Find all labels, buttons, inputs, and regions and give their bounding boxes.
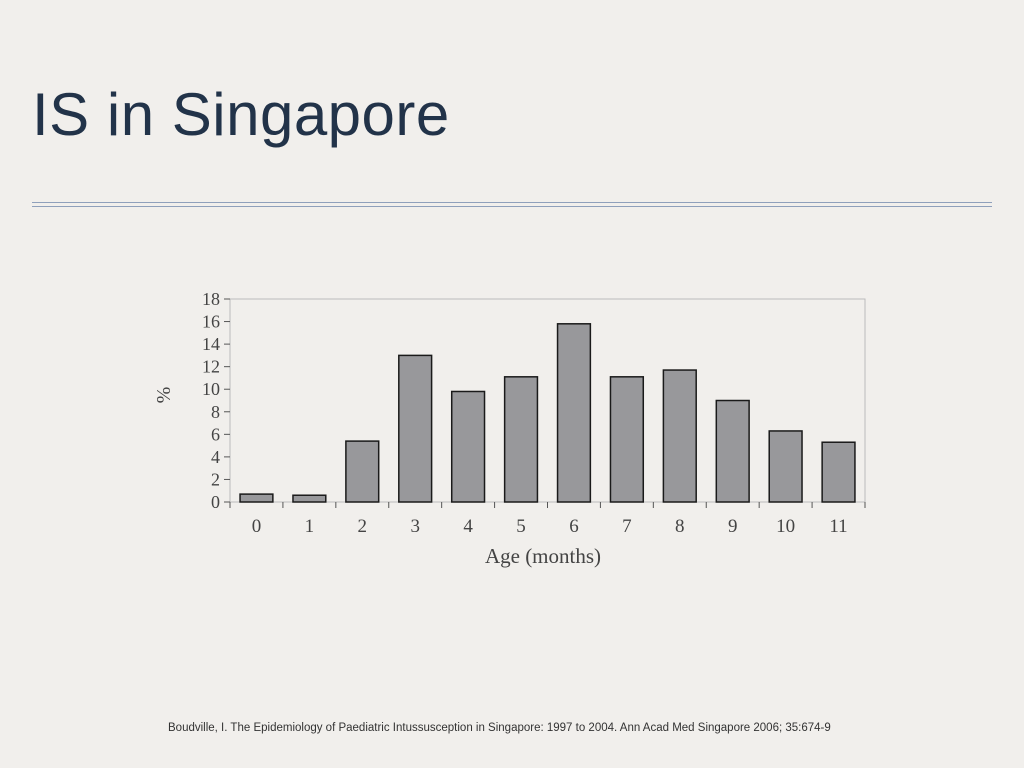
x-tick-label: 10 [776,516,795,537]
x-tick-label: 11 [829,516,847,537]
title-divider [32,202,992,203]
y-axis-label: % [153,387,175,404]
y-tick-label: 6 [211,424,220,444]
x-axis-ticks: 0 1 2 3 4 5 6 7 8 9 10 11 [229,502,866,537]
slide-title: IS in Singapore [32,81,450,148]
bar-3 [398,354,433,503]
bar-11 [821,441,856,503]
bar-9 [715,399,750,503]
y-tick-label: 0 [211,492,220,512]
y-tick-label: 12 [202,357,220,377]
y-tick-label: 14 [202,334,220,354]
y-tick-label: 18 [202,289,220,309]
title-divider-secondary [32,206,992,207]
x-tick-label: 9 [728,516,738,537]
x-tick-label: 2 [358,516,368,537]
citation: Boudville, I. The Epidemiology of Paedia… [168,722,831,734]
y-tick-label: 16 [202,312,220,332]
bar-5 [503,376,539,503]
x-axis-label: Age (months) [485,544,601,568]
bar-7 [609,376,645,503]
x-tick-label: 3 [410,516,420,537]
x-tick-label: 1 [305,516,315,537]
y-tick-label: 10 [202,379,220,399]
bar-10 [768,430,803,503]
bars [239,323,856,503]
x-tick-label: 0 [252,516,262,537]
x-tick-label: 7 [622,516,632,537]
x-tick-label: 5 [516,516,526,537]
x-tick-label: 4 [463,516,473,537]
y-tick-label: 2 [211,469,220,489]
x-tick-label: 6 [569,516,579,537]
y-tick-label: 4 [211,447,220,467]
bar-4 [450,390,486,503]
bar-2 [345,440,380,503]
bar-8 [662,369,697,503]
y-tick-label: 8 [211,402,220,422]
bar-1 [292,494,327,503]
bar-0 [239,493,274,503]
x-tick-label: 8 [675,516,685,537]
bar-6 [556,323,592,503]
